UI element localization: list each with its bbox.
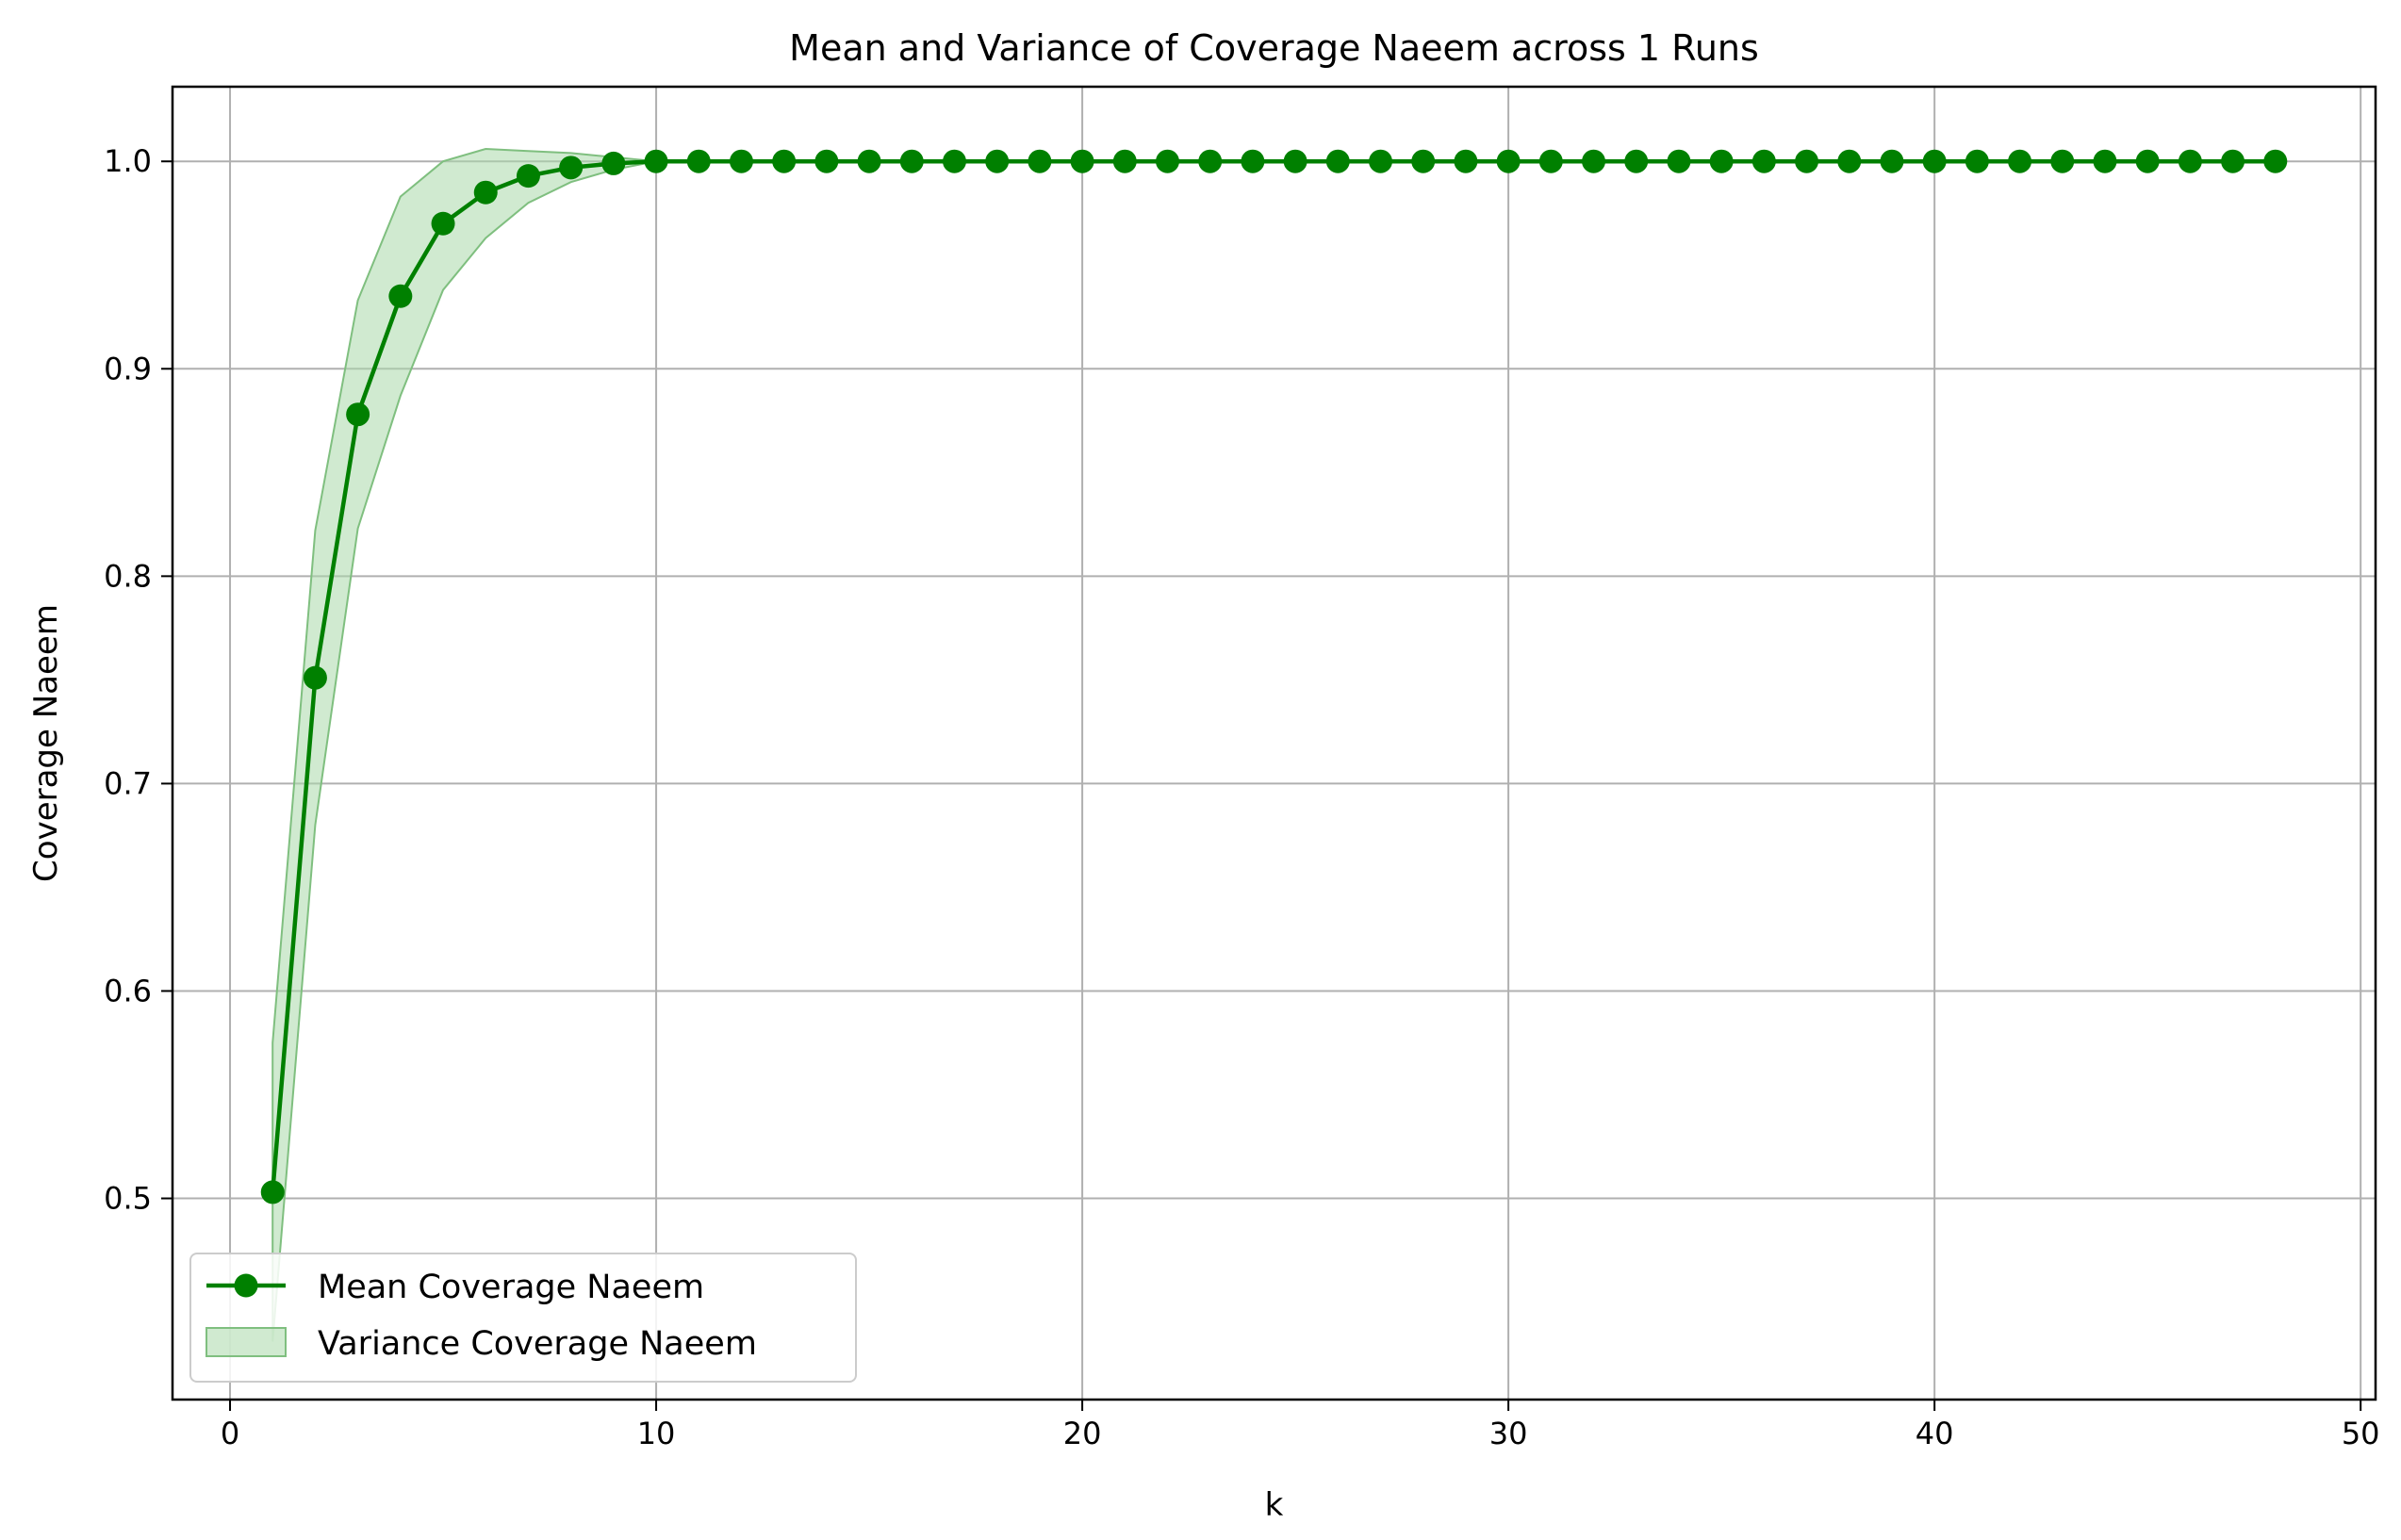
mean-point [686, 149, 711, 173]
y-tick-label: 0.5 [104, 1181, 152, 1217]
mean-point [431, 211, 455, 236]
mean-point [601, 151, 626, 175]
grid [173, 87, 2376, 1400]
legend-box [189, 1253, 857, 1383]
mean-point [2263, 149, 2288, 173]
chart-title: Mean and Variance of Coverage Naeem acro… [789, 27, 1759, 69]
legend: Mean Coverage Naeem Variance Coverage Nae… [189, 1253, 857, 1383]
mean-point [559, 156, 584, 180]
mean-point [1751, 149, 1776, 173]
mean-point [985, 149, 1010, 173]
y-tick-label: 0.7 [104, 765, 152, 801]
mean-point [1496, 149, 1521, 173]
x-axis-label: k [1265, 1486, 1284, 1524]
legend-variance-label: Variance Coverage Naeem [318, 1325, 757, 1363]
mean-point [1369, 149, 1393, 173]
mean-point [2008, 149, 2032, 173]
mean-point [1028, 149, 1052, 173]
mean-point [2221, 149, 2245, 173]
mean-point [346, 402, 370, 427]
x-tick-label: 0 [221, 1416, 239, 1451]
mean-point [1582, 149, 1606, 173]
x-tick-label: 50 [2342, 1416, 2380, 1451]
mean-point [2050, 149, 2075, 173]
mean-point [1624, 149, 1649, 173]
mean-point [1411, 149, 1436, 173]
mean-point [516, 164, 540, 188]
x-tick-label: 20 [1063, 1416, 1102, 1451]
mean-point [2093, 149, 2117, 173]
y-tick-label: 1.0 [104, 143, 152, 179]
mean-point [772, 149, 797, 173]
mean-point [899, 149, 924, 173]
x-tick-label: 30 [1489, 1416, 1528, 1451]
mean-point [942, 149, 966, 173]
ticks: 0 10 20 30 40 50 0.5 0.6 0.7 0.8 0.9 1.0 [104, 143, 2379, 1451]
mean-point [473, 180, 498, 205]
mean-point [1922, 149, 1947, 173]
mean-point [1155, 149, 1179, 173]
mean-point [303, 665, 327, 690]
mean-point [1965, 149, 1989, 173]
mean-point [2178, 149, 2202, 173]
y-tick-label: 0.9 [104, 351, 152, 386]
mean-point [1709, 149, 1734, 173]
plot-area [260, 147, 2288, 1342]
mean-point [857, 149, 881, 173]
mean-point [1538, 149, 1563, 173]
mean-point [1241, 149, 1265, 173]
mean-point [1667, 149, 1691, 173]
mean-point [1112, 149, 1137, 173]
y-axis-label: Coverage Naeem [27, 604, 65, 882]
mean-point [729, 149, 753, 173]
mean-point [2135, 149, 2160, 173]
mean-point [1880, 149, 1904, 173]
x-tick-label: 40 [1916, 1416, 1954, 1451]
mean-point [1795, 149, 1819, 173]
axes-frame [171, 85, 2377, 1401]
mean-point [1198, 149, 1223, 173]
legend-variance-swatch [206, 1327, 287, 1357]
mean-point [260, 1180, 285, 1204]
mean-point [1283, 149, 1307, 173]
y-tick-label: 0.8 [104, 558, 152, 594]
mean-point [1837, 149, 1862, 173]
mean-point [1070, 149, 1094, 173]
mean-point [1325, 149, 1350, 173]
mean-point [1454, 149, 1478, 173]
y-tick-label: 0.6 [104, 973, 152, 1008]
x-tick-label: 10 [637, 1416, 676, 1451]
mean-point [814, 149, 839, 173]
legend-mean-marker [234, 1273, 258, 1298]
mean-point [388, 284, 413, 308]
legend-mean-label: Mean Coverage Naeem [318, 1269, 704, 1306]
mean-point [644, 149, 668, 173]
